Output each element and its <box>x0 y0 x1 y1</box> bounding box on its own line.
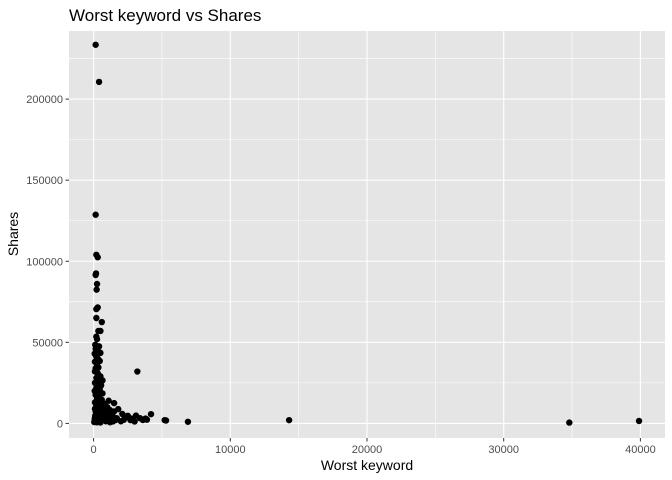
x-axis-ticks: 0 10000 20000 30000 40000 <box>91 438 656 456</box>
data-point <box>97 327 104 335</box>
data-point <box>110 408 118 415</box>
data-point <box>92 271 99 279</box>
data-point <box>635 417 643 425</box>
data-point <box>97 349 104 357</box>
data-point <box>93 305 100 313</box>
data-point <box>134 368 141 375</box>
data-point <box>93 286 100 293</box>
y-tick-label: 50000 <box>32 337 63 349</box>
data-point <box>98 318 106 326</box>
data-point <box>110 399 118 407</box>
x-tick-label: 40000 <box>625 444 656 456</box>
y-tick-label: 0 <box>57 418 63 430</box>
y-axis-ticks: 0 50000 100000 150000 200000 <box>26 94 69 430</box>
chart-title: Worst keyword vs Shares <box>69 6 261 25</box>
data-point <box>93 280 101 288</box>
data-point <box>93 335 101 343</box>
data-point <box>285 416 293 424</box>
data-point <box>566 419 573 426</box>
data-point <box>93 314 100 322</box>
data-point <box>147 410 155 418</box>
data-point <box>92 41 99 48</box>
data-point <box>99 377 106 384</box>
data-point <box>143 416 151 423</box>
data-point <box>184 418 192 425</box>
x-tick-label: 30000 <box>488 444 519 456</box>
data-point <box>117 418 125 425</box>
x-tick-label: 0 <box>91 444 97 456</box>
data-point <box>94 254 101 261</box>
y-axis-label: Shares <box>5 212 21 256</box>
data-point <box>92 211 99 218</box>
data-point <box>106 419 114 426</box>
data-point <box>162 417 170 424</box>
data-points <box>91 41 643 426</box>
x-tick-label: 20000 <box>352 444 383 456</box>
y-tick-label: 150000 <box>26 175 63 187</box>
data-point <box>131 418 138 425</box>
data-point <box>95 78 103 86</box>
y-tick-label: 200000 <box>26 94 63 106</box>
y-tick-label: 100000 <box>26 256 63 268</box>
x-tick-label: 10000 <box>215 444 246 456</box>
data-point <box>97 419 104 426</box>
x-axis-label: Worst keyword <box>321 457 413 473</box>
